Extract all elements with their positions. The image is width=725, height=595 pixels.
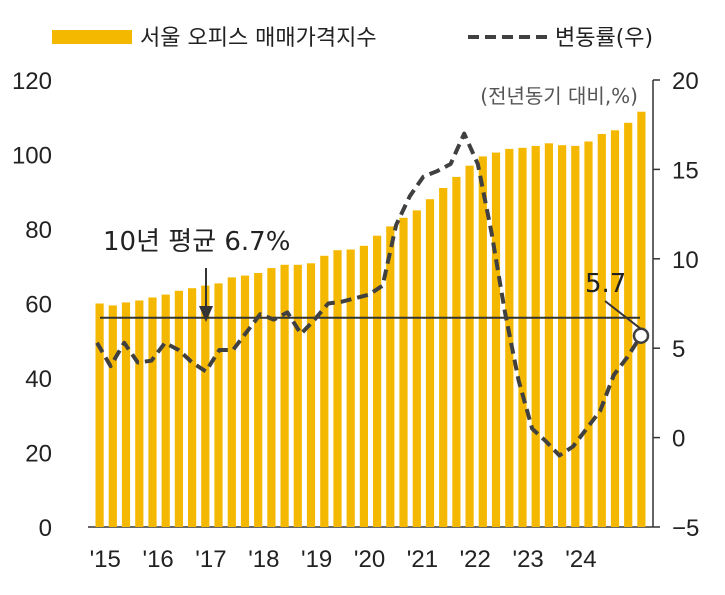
x-tick-label: '17 xyxy=(195,546,226,573)
bar xyxy=(478,156,487,527)
x-tick-label: '20 xyxy=(354,546,385,573)
bar xyxy=(267,268,276,527)
bar xyxy=(637,111,646,527)
right-axis-ticks: −5 0 5 10 15 20 xyxy=(653,68,699,542)
bar xyxy=(201,285,210,527)
bar xyxy=(624,122,633,528)
bar xyxy=(188,288,197,527)
bar xyxy=(452,176,461,527)
right-tick-label: 5 xyxy=(672,336,685,363)
x-tick-label: '24 xyxy=(565,546,596,573)
legend-bar-label: 서울 오피스 매매가격지수 xyxy=(140,26,377,51)
bar xyxy=(584,141,593,527)
bar xyxy=(518,147,527,528)
bar xyxy=(161,294,170,527)
bar xyxy=(293,264,302,527)
bar xyxy=(320,255,329,528)
x-tick-label: '16 xyxy=(143,546,174,573)
bar xyxy=(531,145,540,527)
left-tick-label: 80 xyxy=(25,217,52,244)
bar xyxy=(571,145,580,527)
bars-series xyxy=(95,111,646,528)
bar xyxy=(240,275,250,527)
right-tick-label: 10 xyxy=(672,247,699,274)
right-tick-label: −5 xyxy=(672,515,699,542)
bar xyxy=(346,249,355,527)
bar xyxy=(108,305,117,527)
left-tick-label: 20 xyxy=(25,441,52,468)
legend-line-label: 변동률(우) xyxy=(555,26,653,51)
x-tick-label: '19 xyxy=(301,546,332,573)
left-tick-label: 40 xyxy=(25,366,52,393)
x-tick-label: '21 xyxy=(407,546,438,573)
bar xyxy=(505,148,514,527)
change-rate-line xyxy=(95,131,643,458)
bar xyxy=(491,152,501,527)
bar xyxy=(214,283,223,527)
bar xyxy=(280,264,289,527)
bar xyxy=(558,145,567,527)
bar xyxy=(95,303,104,527)
bar xyxy=(610,130,620,528)
right-tick-label: 0 xyxy=(672,426,685,453)
left-tick-label: 0 xyxy=(39,515,52,542)
legend: 서울 오피스 매매가격지수 변동률(우) xyxy=(52,26,653,51)
bar xyxy=(412,210,421,527)
average-label: 10년 평균 6.7% xyxy=(103,227,290,257)
left-tick-label: 100 xyxy=(12,143,52,170)
bar xyxy=(306,263,316,527)
bar xyxy=(439,188,448,527)
bar xyxy=(121,302,131,527)
last-value-marker xyxy=(632,327,650,344)
last-value-leader xyxy=(604,300,642,330)
legend-bar-swatch xyxy=(52,30,132,44)
bar xyxy=(386,226,395,527)
bar xyxy=(465,165,474,527)
x-tick-label: '18 xyxy=(248,546,279,573)
right-tick-label: 15 xyxy=(672,157,699,184)
x-tick-label: '15 xyxy=(90,546,121,573)
bar xyxy=(227,277,236,527)
bar xyxy=(544,143,553,528)
right-tick-label: 20 xyxy=(672,68,699,95)
bar xyxy=(333,250,342,527)
left-tick-label: 60 xyxy=(25,292,52,319)
bar xyxy=(148,297,157,527)
bar xyxy=(597,134,606,527)
x-tick-label: '23 xyxy=(513,546,544,573)
bar xyxy=(425,199,435,527)
bar xyxy=(174,290,183,527)
bar xyxy=(359,245,368,528)
average-arrow-head xyxy=(199,306,213,322)
bar xyxy=(373,235,382,527)
bar xyxy=(135,300,144,527)
bar xyxy=(254,273,263,527)
left-tick-label: 120 xyxy=(12,68,52,95)
last-value-label: 5.7 xyxy=(585,269,626,299)
left-axis-ticks: 0 20 40 60 80 100 120 xyxy=(12,68,52,542)
bar xyxy=(399,217,408,528)
right-axis-unit-note: (전년동기 대비,%) xyxy=(480,84,638,108)
x-tick-label: '22 xyxy=(460,546,491,573)
x-axis-labels: '15 '16 '17 '18 '19 '20 '21 '22 '23 '24 xyxy=(90,546,597,573)
